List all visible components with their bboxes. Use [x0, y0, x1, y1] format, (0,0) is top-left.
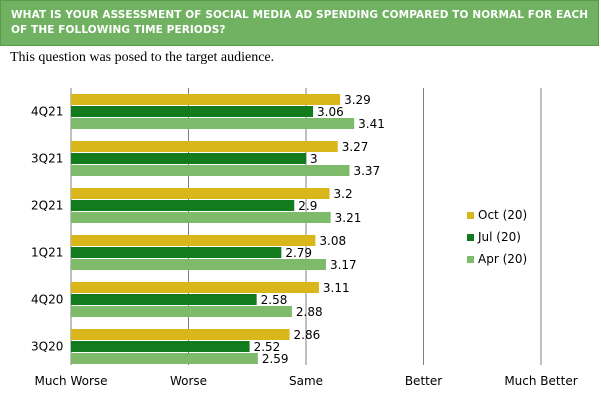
data-label-3q20-apr: 2.59: [262, 352, 289, 366]
category-label-3q20: 3Q20: [31, 340, 63, 354]
category-label-1q21: 1Q21: [31, 246, 63, 260]
data-label-1q21-oct: 3.08: [319, 234, 346, 248]
bar-1q21-apr: [71, 259, 326, 270]
data-label-3q20-oct: 2.86: [294, 328, 321, 342]
data-label-4q20-oct: 3.11: [323, 281, 350, 295]
data-label-4q21-jul: 3.06: [317, 105, 344, 119]
chart-subtitle: This question was posed to the target au…: [10, 50, 275, 65]
bar-4q21-apr: [71, 118, 355, 129]
data-label-4q21-apr: 3.41: [358, 117, 385, 131]
x-tick-label-3: Better: [405, 374, 442, 388]
bar-4q20-oct: [71, 282, 319, 293]
bar-4q21-jul: [71, 106, 314, 117]
bar-2q21-jul: [71, 200, 295, 211]
bar-3q21-oct: [71, 141, 338, 152]
legend-swatch-2: [467, 256, 474, 263]
data-label-4q21-oct: 3.29: [344, 93, 371, 107]
x-tick-label-0: Much Worse: [34, 374, 107, 388]
data-label-1q21-jul: 2.79: [285, 246, 312, 260]
x-tick-label-4: Much Better: [504, 374, 577, 388]
bar-2q21-oct: [71, 188, 330, 199]
category-label-2q21: 2Q21: [31, 199, 63, 213]
bar-3q20-oct: [71, 329, 290, 340]
bar-4q20-apr: [71, 306, 292, 317]
category-label-4q20: 4Q20: [31, 293, 63, 307]
bar-1q21-oct: [71, 235, 316, 246]
bar-4q21-oct: [71, 94, 341, 105]
x-tick-label-1: Worse: [170, 374, 207, 388]
bar-1q21-jul: [71, 247, 282, 258]
bar-3q21-apr: [71, 165, 350, 176]
legend-swatch-0: [467, 212, 474, 219]
data-label-2q21-jul: 2.9: [298, 199, 317, 213]
bar-2q21-apr: [71, 212, 331, 223]
legend-label-1: Jul (20): [477, 230, 521, 244]
bar-3q21-jul: [71, 153, 306, 164]
legend-swatch-1: [467, 234, 474, 241]
bar-3q20-jul: [71, 341, 250, 352]
x-tick-label-2: Same: [289, 374, 323, 388]
category-label-3q21: 3Q21: [31, 152, 63, 166]
data-label-3q21-oct: 3.27: [342, 140, 369, 154]
data-label-2q21-oct: 3.2: [334, 187, 353, 201]
data-label-4q20-jul: 2.58: [261, 293, 288, 307]
legend-label-0: Oct (20): [478, 208, 527, 222]
category-label-4q21: 4Q21: [31, 105, 63, 119]
data-label-3q20-jul: 2.52: [254, 340, 281, 354]
data-label-3q21-apr: 3.37: [353, 164, 380, 178]
data-label-4q20-apr: 2.88: [296, 305, 323, 319]
bar-3q20-apr: [71, 353, 258, 364]
legend-label-2: Apr (20): [478, 252, 527, 266]
bar-4q20-jul: [71, 294, 257, 305]
data-label-2q21-apr: 3.21: [335, 211, 362, 225]
question-header: WHAT IS YOUR ASSESSMENT OF SOCIAL MEDIA …: [0, 0, 599, 46]
data-label-1q21-apr: 3.17: [330, 258, 357, 272]
question-title: WHAT IS YOUR ASSESSMENT OF SOCIAL MEDIA …: [11, 9, 589, 36]
data-label-3q21-jul: 3: [310, 152, 318, 166]
